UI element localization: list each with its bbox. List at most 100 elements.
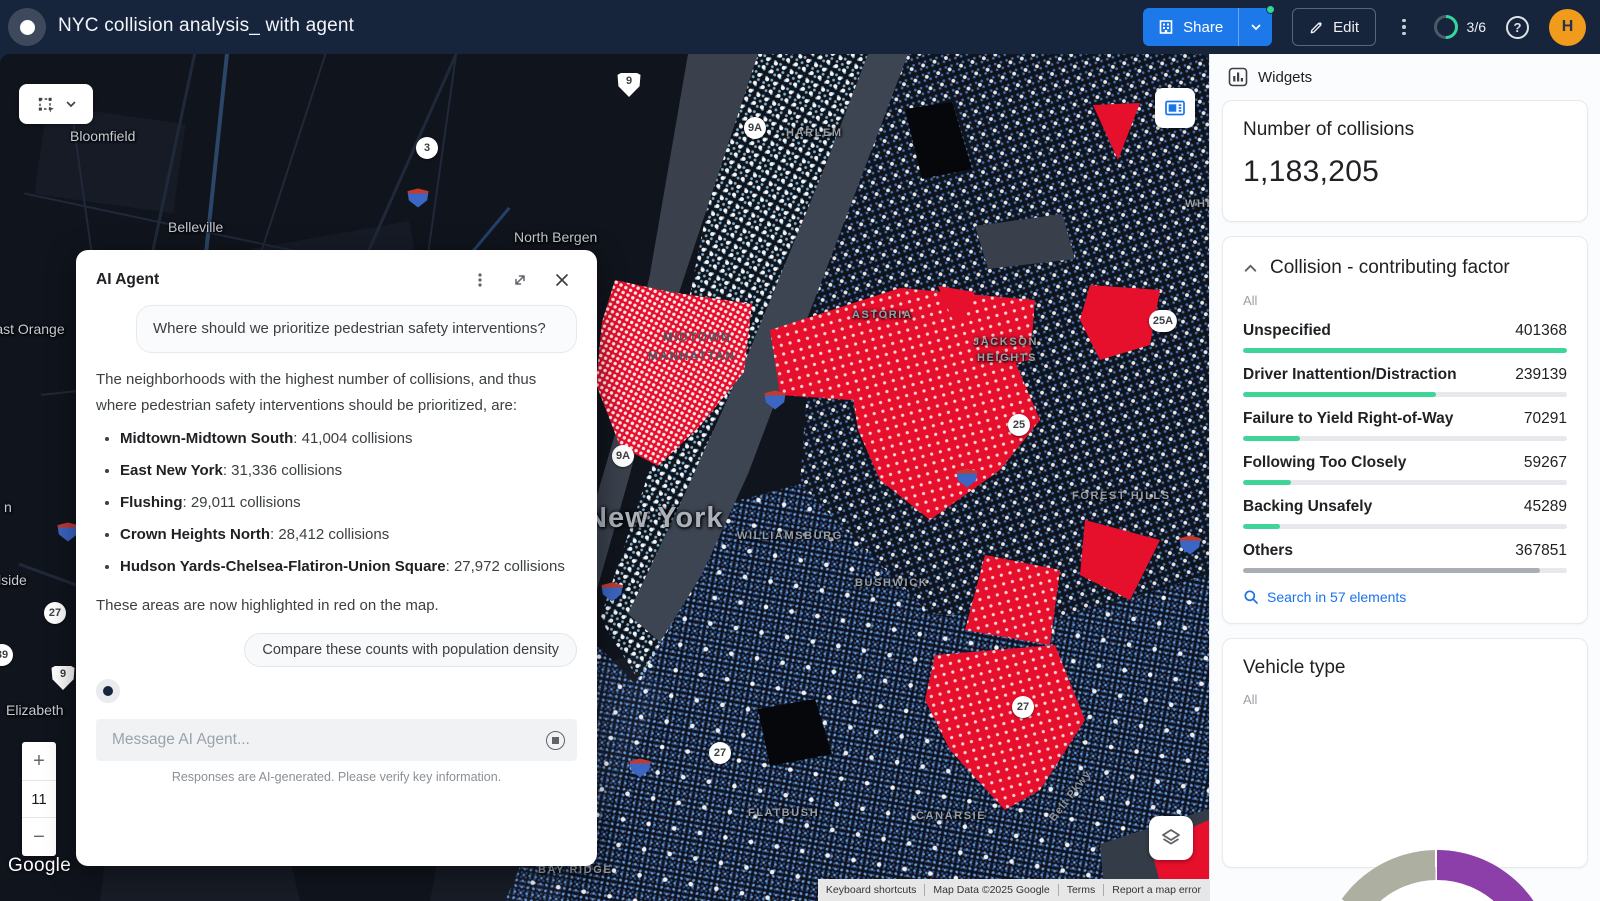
edit-label: Edit [1333, 18, 1360, 36]
stop-generation-button[interactable] [546, 730, 565, 750]
factor-row[interactable]: Driver Inattention/Distraction 239139 [1243, 366, 1567, 397]
report-map-error-link[interactable]: Report a map error [1103, 884, 1209, 896]
more-options-button[interactable] [1396, 13, 1412, 42]
factor-filter-label: All [1243, 293, 1258, 308]
factor-label: Following Too Closely [1243, 454, 1407, 471]
dialog-close-button[interactable] [547, 267, 577, 293]
layers-icon [1162, 829, 1180, 845]
response-list-item: Crown Heights North: 28,412 collisions [120, 523, 577, 547]
factor-bar-track [1243, 392, 1567, 397]
factor-row[interactable]: Failure to Yield Right-of-Way 70291 [1243, 410, 1567, 441]
collisions-count-card: Number of collisions 1,183,205 [1222, 100, 1588, 222]
logo-dot-icon [19, 19, 35, 35]
widgets-sidebar: Widgets Number of collisions 1,183,205 C… [1209, 54, 1600, 901]
vehicle-filter-label: All [1243, 692, 1258, 707]
map-attribution: Keyboard shortcuts Map Data ©2025 Google… [817, 879, 1209, 901]
progress-ring-icon [1433, 15, 1458, 39]
message-input[interactable] [112, 731, 546, 749]
factor-bar-fill [1243, 392, 1437, 397]
factor-value: 45289 [1523, 498, 1567, 515]
close-icon [556, 274, 568, 286]
google-logo: Google [8, 855, 72, 876]
factor-row[interactable]: Unspecified 401368 [1243, 322, 1567, 353]
map-place-label: n [4, 499, 12, 515]
suggestion-row: Compare these counts with population den… [96, 633, 577, 667]
factor-value: 70291 [1523, 410, 1567, 427]
response-list-item: Midtown-Midtown South: 41,004 collisions [120, 427, 577, 451]
topbar-actions: Share Edit 3/6 ? H [1143, 5, 1586, 46]
factor-value: 239139 [1515, 366, 1567, 383]
neighborhood-name: Flushing [120, 494, 183, 511]
factor-bar-fill [1243, 524, 1280, 529]
dialog-title: AI Agent [96, 271, 160, 288]
pencil-icon [1310, 21, 1323, 33]
factor-card-title: Collision - contributing factor [1270, 257, 1510, 278]
collisions-card-title: Number of collisions [1243, 119, 1415, 140]
panel-layout-icon [1165, 100, 1185, 116]
share-dropdown-button[interactable] [1238, 8, 1272, 46]
factor-rows: Unspecified 401368 Driver Inattention/Di… [1243, 322, 1567, 573]
factor-row[interactable]: Following Too Closely 59267 [1243, 454, 1567, 485]
road-shield: 9 [51, 666, 75, 690]
terms-link[interactable]: Terms [1057, 884, 1104, 896]
suggestion-chip[interactable]: Compare these counts with population den… [244, 633, 577, 667]
dialog-more-options-button[interactable] [465, 267, 495, 293]
collision-count: : 31,336 collisions [222, 462, 343, 479]
search-elements-label: Search in 57 elements [1267, 589, 1407, 605]
agent-typing-indicator [96, 679, 120, 703]
road-shield [407, 188, 429, 208]
rectangle-select-icon [38, 97, 54, 113]
neighborhood-name: Hudson Yards-Chelsea-Flatiron-Union Squa… [120, 558, 446, 575]
share-button[interactable]: Share [1143, 8, 1238, 46]
dialog-body: Where should we prioritize pedestrian sa… [76, 301, 597, 784]
toggle-widget-panel-button[interactable] [1155, 88, 1195, 128]
factor-label: Backing Unsafely [1243, 498, 1373, 515]
usage-count: 3/6 [1466, 19, 1486, 35]
avatar[interactable]: H [1549, 8, 1586, 46]
neighborhood-name: East New York [120, 462, 223, 479]
factor-label: Driver Inattention/Distraction [1243, 366, 1457, 383]
factor-label: Others [1243, 542, 1293, 559]
collisions-total: 1,183,205 [1243, 155, 1380, 188]
neighborhood-name: Crown Heights North [120, 526, 270, 543]
response-list-item: Hudson Yards-Chelsea-Flatiron-Union Squa… [120, 555, 577, 579]
widgets-chart-icon [1228, 67, 1248, 87]
vehicle-type-card: Vehicle type All [1222, 638, 1588, 901]
neighborhood-name: Midtown-Midtown South [120, 430, 294, 447]
usage-progress[interactable]: 3/6 [1432, 13, 1486, 41]
agent-response-intro: The neighborhoods with the highest numbe… [96, 371, 537, 414]
agent-response-outro: These areas are now highlighted in red o… [96, 597, 439, 614]
share-notification-dot [1266, 5, 1276, 14]
help-button[interactable]: ? [1506, 15, 1529, 39]
map-data-label: Map Data ©2025 Google [924, 884, 1057, 896]
app-logo[interactable] [8, 8, 46, 46]
factor-label: Unspecified [1243, 322, 1331, 339]
road-shield: 9 [617, 73, 641, 97]
map-layers-button[interactable] [1149, 816, 1193, 860]
zoom-in-button[interactable]: + [33, 749, 45, 772]
keyboard-shortcuts-link[interactable]: Keyboard shortcuts [825, 884, 917, 896]
road-shield: 39 [0, 644, 13, 666]
dialog-expand-button[interactable] [505, 267, 535, 293]
road-shield: 27 [44, 602, 66, 624]
factor-row[interactable]: Others 367851 [1243, 542, 1567, 573]
page-title: NYC collision analysis_ with agent [58, 15, 355, 36]
factor-card-header[interactable]: Collision - contributing factor [1243, 255, 1567, 280]
dialog-header: AI Agent [76, 250, 597, 301]
factor-row[interactable]: Backing Unsafely 45289 [1243, 498, 1567, 529]
collision-count: : 41,004 collisions [293, 430, 413, 447]
map-select-tool-button[interactable] [19, 84, 93, 124]
factor-bar-fill [1243, 436, 1300, 441]
factor-search-link[interactable]: Search in 57 elements [1243, 589, 1567, 605]
map-place-label: East Orange [0, 321, 65, 337]
map-place-label: North Bergen [514, 229, 598, 245]
factor-bar-track [1243, 568, 1567, 573]
share-label: Share [1183, 18, 1224, 36]
zoom-out-button[interactable]: − [33, 825, 45, 848]
factor-value: 401368 [1515, 322, 1567, 339]
edit-button[interactable]: Edit [1292, 8, 1377, 46]
message-input-bar [96, 719, 577, 761]
factor-bar-track [1243, 436, 1567, 441]
vehicle-donut-chart[interactable] [1243, 717, 1567, 901]
collision-count: : 28,412 collisions [270, 526, 390, 543]
